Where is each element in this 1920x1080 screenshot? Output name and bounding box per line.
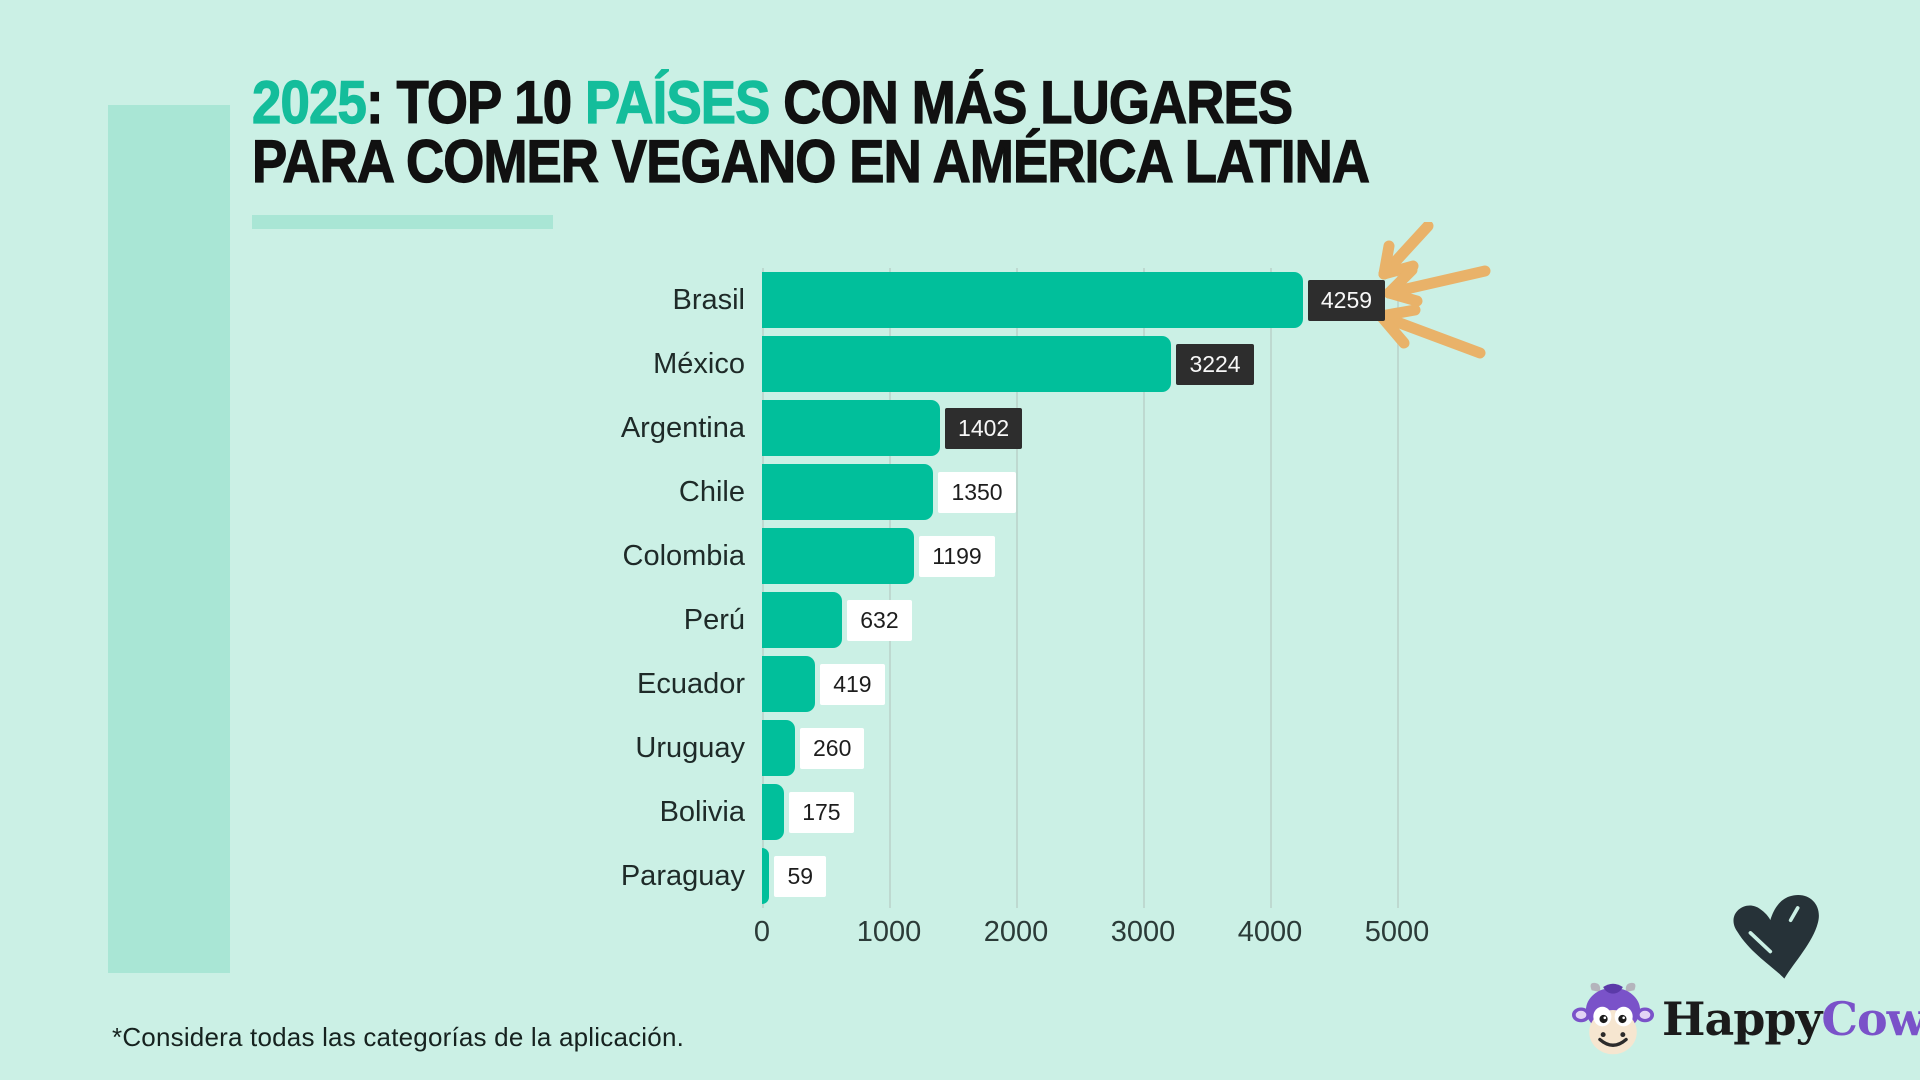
bar-row: 1350 — [762, 460, 1462, 524]
bar — [762, 400, 941, 456]
wordmark-cow: Cow — [1821, 992, 1920, 1046]
title-paises: PAÍSES — [584, 69, 770, 136]
category-labels-column: Brasil México Argentina Chile Colombia Perú Ec… — [420, 268, 745, 908]
title-colon: : — [365, 69, 397, 136]
title-underline — [252, 215, 553, 229]
gridline — [762, 268, 764, 908]
x-tick-label: 4000 — [1237, 916, 1303, 948]
bar — [762, 272, 1303, 328]
x-tick-label: 2000 — [983, 916, 1049, 948]
category-label: Chile — [678, 476, 745, 508]
bar-row: 632 — [762, 588, 1462, 652]
bar — [762, 848, 770, 904]
bar-chart-plot: 4259 3224 1402 1350 1199 632 419 260 175 59 — [762, 268, 1462, 908]
bar — [762, 784, 785, 840]
bar — [762, 464, 934, 520]
happycow-logo: HappyCow — [1572, 980, 1920, 1058]
page-title: 2025: TOP 10 PAÍSES CON MÁS LUGARES PARA … — [251, 72, 1370, 195]
title-line2: PARA COMER VEGANO EN AMÉRICA LATINA — [251, 127, 1370, 195]
category-label: Argentina — [620, 412, 745, 444]
value-label: 419 — [820, 663, 885, 705]
category-label: Ecuador — [636, 668, 745, 700]
x-tick-label: 5000 — [1364, 916, 1430, 948]
bar-row: 1402 — [762, 396, 1462, 460]
value-label: 260 — [800, 727, 865, 769]
x-tick-label: 1000 — [856, 916, 922, 948]
happycow-wordmark: HappyCow — [1662, 992, 1920, 1046]
bar-row: 1199 — [762, 524, 1462, 588]
value-label: 1402 — [945, 407, 1023, 449]
title-year: 2025 — [251, 69, 367, 136]
category-label: México — [653, 348, 745, 380]
gridline — [1016, 268, 1018, 908]
x-tick-label: 0 — [753, 916, 771, 948]
category-label: Paraguay — [620, 860, 745, 892]
cow-mascot-icon — [1572, 982, 1654, 1055]
title-top10: TOP 10 — [396, 69, 585, 136]
category-label: Brasil — [672, 284, 745, 316]
bar — [762, 528, 915, 584]
gridline — [1143, 268, 1145, 908]
bar — [762, 720, 796, 776]
x-axis: 0 1000 2000 3000 4000 5000 — [754, 916, 1462, 956]
value-label: 59 — [774, 855, 827, 897]
bar-row: 3224 — [762, 332, 1462, 396]
gridline — [1270, 268, 1272, 908]
value-label: 1350 — [938, 471, 1016, 513]
category-label: Bolivia — [659, 796, 745, 828]
bar — [762, 592, 843, 648]
title-rest: CON MÁS LUGARES — [769, 69, 1294, 136]
value-label: 4259 — [1307, 279, 1386, 321]
category-label: Perú — [683, 604, 745, 636]
gridline — [889, 268, 891, 908]
bar-row: 175 — [762, 780, 1462, 844]
footnote: *Considera todas las categorías de la ap… — [112, 1022, 685, 1052]
bar-row: 4259 — [762, 268, 1462, 332]
bar — [762, 336, 1172, 392]
value-label: 1199 — [919, 535, 995, 577]
bar-row: 59 — [762, 844, 1462, 908]
converging-arrows-icon — [1375, 222, 1491, 359]
heart-brush-icon — [1733, 895, 1819, 979]
wordmark-happy: Happy — [1662, 992, 1822, 1046]
value-label: 3224 — [1176, 343, 1254, 385]
left-accent-bar — [108, 105, 230, 973]
value-label: 175 — [789, 791, 854, 833]
bar-row: 260 — [762, 716, 1462, 780]
bar-row: 419 — [762, 652, 1462, 716]
x-tick-label: 3000 — [1110, 916, 1176, 948]
gridline — [1397, 268, 1399, 908]
bar — [762, 656, 816, 712]
category-label: Colombia — [622, 540, 746, 572]
value-label: 632 — [847, 599, 912, 641]
category-label: Uruguay — [635, 732, 745, 764]
